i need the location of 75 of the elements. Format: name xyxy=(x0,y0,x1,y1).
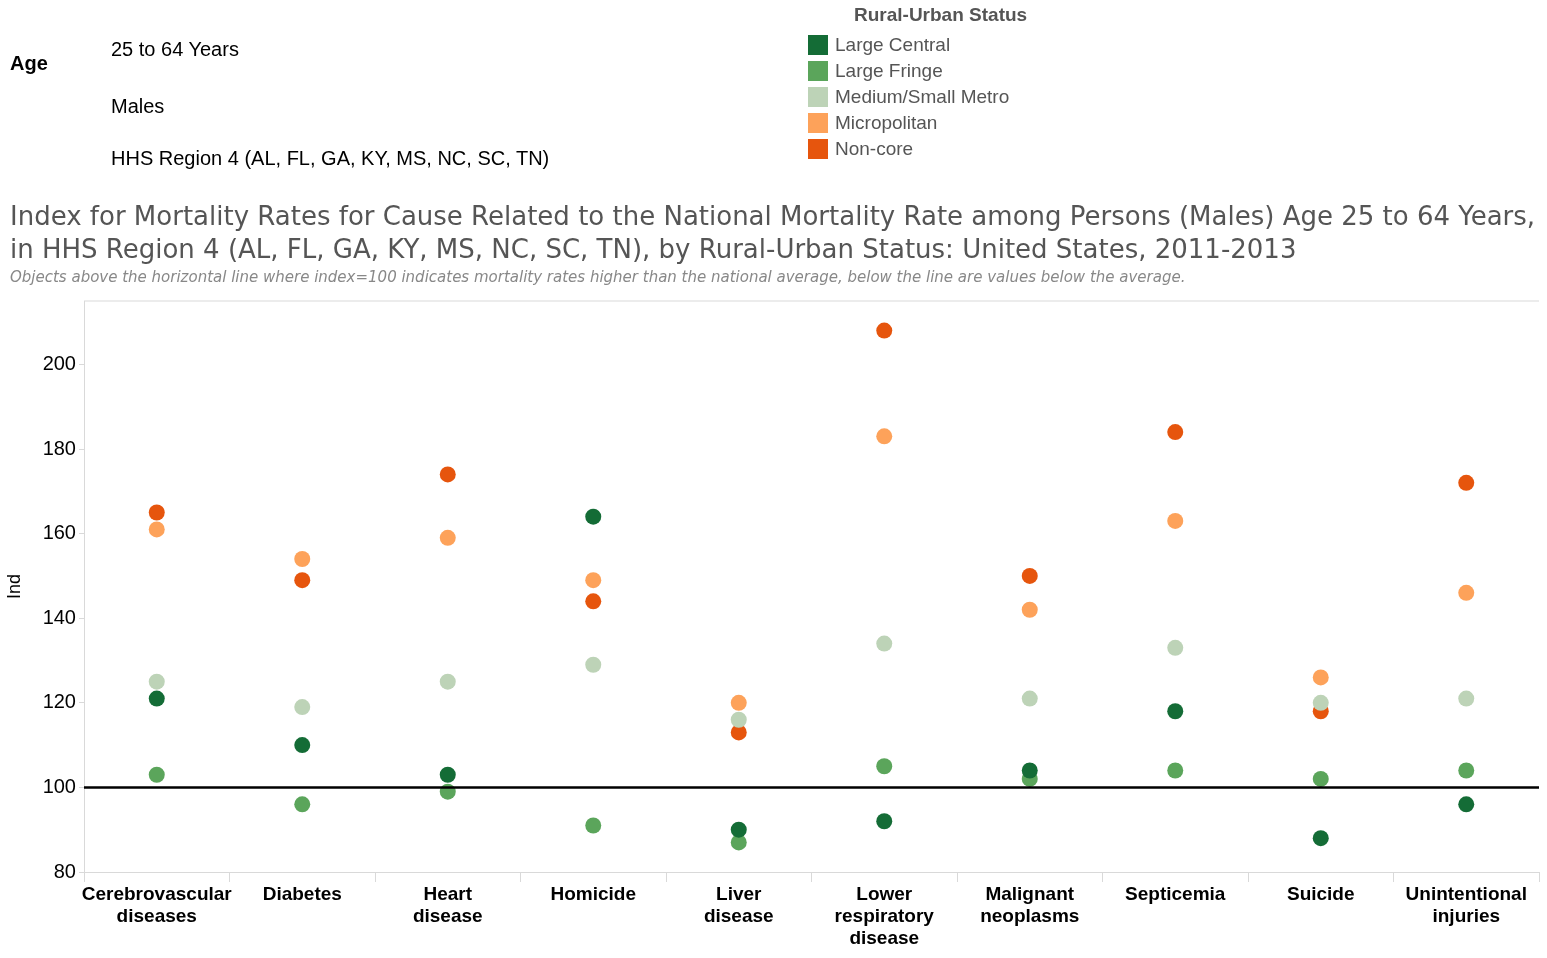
point xyxy=(876,758,893,775)
x-tick-label: Cerebrovascular diseases xyxy=(81,883,233,927)
point xyxy=(730,694,747,711)
point xyxy=(1167,512,1184,529)
point xyxy=(439,766,456,783)
x-tick-label: Lower respiratory disease xyxy=(834,883,935,948)
point xyxy=(439,466,456,483)
y-tick-label: 100 xyxy=(42,774,76,797)
x-tick-label: Liver disease xyxy=(703,883,774,927)
text: 25 to 64 Years xyxy=(111,38,239,61)
x-tick-label: Diabetes xyxy=(262,883,342,905)
point xyxy=(294,551,311,568)
point xyxy=(1167,762,1184,779)
chart-title: Index for Mortality Rates for Cause Related to the National Mortality Rate among Persons (Males) Age 25 to 64 Years, in HHS Region 4 (AL, FL, GA, KY, MS, NC, SC, TN), by Rural-Urban Status: United States, 2011-2013 xyxy=(10,200,1537,266)
point xyxy=(585,572,602,589)
y-axis-title: Ind xyxy=(3,573,24,600)
y-tick-label: 80 xyxy=(53,859,76,882)
point xyxy=(1312,770,1329,787)
x-tick-label: Heart disease xyxy=(412,883,483,927)
point xyxy=(1312,669,1329,686)
text: HHS Region 4 (AL, FL, GA, KY, MS, NC, SC, TN) xyxy=(111,147,550,170)
point xyxy=(1458,584,1475,601)
legend-label: Micropolitan xyxy=(835,112,938,134)
point xyxy=(1458,796,1475,813)
text: Males xyxy=(111,95,165,118)
x-tick-label: Suicide xyxy=(1286,883,1355,905)
x-tick-label: Homicide xyxy=(550,883,637,905)
point xyxy=(1458,690,1475,707)
point xyxy=(294,699,311,716)
y-tick-label: 200 xyxy=(42,351,76,374)
point xyxy=(876,635,893,652)
legend-label: Large Fringe xyxy=(835,60,943,82)
point xyxy=(730,711,747,728)
point xyxy=(439,529,456,546)
legend-label: Medium/Small Metro xyxy=(835,86,1010,108)
point xyxy=(439,673,456,690)
text: Age xyxy=(10,52,48,75)
legend-label: Non-core xyxy=(835,138,914,160)
point xyxy=(585,593,602,610)
point xyxy=(294,737,311,754)
point xyxy=(585,508,602,525)
point xyxy=(1167,424,1184,441)
point xyxy=(148,690,165,707)
y-tick-label: 140 xyxy=(42,605,76,628)
point xyxy=(1021,601,1038,618)
legend-title: Rural-Urban Status xyxy=(854,4,1028,26)
y-tick-label: 120 xyxy=(42,690,76,713)
point xyxy=(1312,830,1329,847)
legend-label: Large Central xyxy=(835,34,951,56)
point xyxy=(1458,762,1475,779)
point xyxy=(1167,703,1184,720)
point xyxy=(876,813,893,830)
point xyxy=(148,673,165,690)
point xyxy=(1167,639,1184,656)
point xyxy=(585,656,602,673)
point xyxy=(148,504,165,521)
point xyxy=(1021,690,1038,707)
point xyxy=(876,322,893,339)
point xyxy=(148,521,165,538)
y-tick-label: 160 xyxy=(42,521,76,544)
point xyxy=(1021,567,1038,584)
point xyxy=(148,766,165,783)
chart-subtitle: Objects above the horizontal line where index=100 indicates mortality rates higher than the national average, below the line are values below the average. xyxy=(10,268,1186,286)
point xyxy=(294,796,311,813)
point xyxy=(876,428,893,445)
point xyxy=(294,572,311,589)
x-tick-label: Malignant neoplasms xyxy=(980,883,1080,927)
y-tick-label: 180 xyxy=(42,436,76,459)
point xyxy=(1458,474,1475,491)
point xyxy=(1021,762,1038,779)
x-tick-label: Unintentional injuries xyxy=(1405,883,1527,927)
x-tick-label: Septicemia xyxy=(1125,883,1226,905)
point xyxy=(730,821,747,838)
point xyxy=(585,817,602,834)
point xyxy=(1312,694,1329,711)
